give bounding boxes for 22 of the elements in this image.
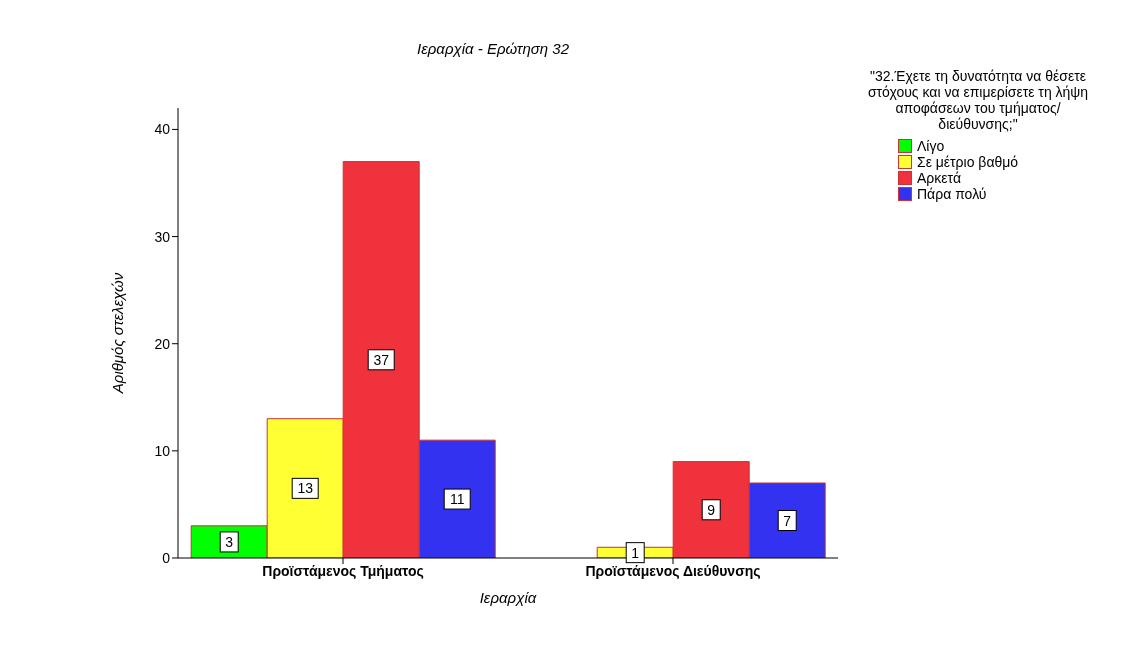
x-axis-title: Ιεραρχία	[479, 589, 537, 606]
legend-label: Σε μέτριο βαθμό	[917, 154, 1019, 170]
x-tick-label: Προϊστάμενος Τμήματος	[262, 562, 424, 579]
data-label: 11	[449, 491, 465, 508]
data-label: 37	[373, 351, 390, 368]
data-label: 7	[783, 512, 792, 529]
legend-label: Αρκετά	[917, 170, 961, 186]
y-tick-label: 0	[162, 549, 171, 566]
y-tick-label: 20	[154, 335, 171, 352]
data-label: 13	[297, 480, 314, 497]
data-label: 9	[707, 501, 716, 518]
legend-label: Πάρα πολύ	[917, 186, 987, 202]
legend-label: Λίγο	[917, 138, 945, 154]
chart-title: Ιεραρχία - Ερώτηση 32	[416, 40, 570, 57]
data-label: 3	[225, 533, 234, 550]
y-tick-label: 40	[154, 121, 171, 138]
data-label: 1	[631, 544, 640, 561]
y-tick-label: 30	[154, 228, 171, 245]
y-tick-label: 10	[154, 442, 171, 459]
y-axis-title: Αριθμός στελεχών	[109, 272, 127, 395]
legend-title: "32.Έχετε τη δυνατότητα να θέσετε στόχους και να επιμερίσετε τη λήψη αποφάσεων του τμήματος/διεύθυνσης;"	[866, 68, 1090, 132]
x-tick-label: Προϊστάμενος Διεύθυνσης	[585, 562, 761, 579]
